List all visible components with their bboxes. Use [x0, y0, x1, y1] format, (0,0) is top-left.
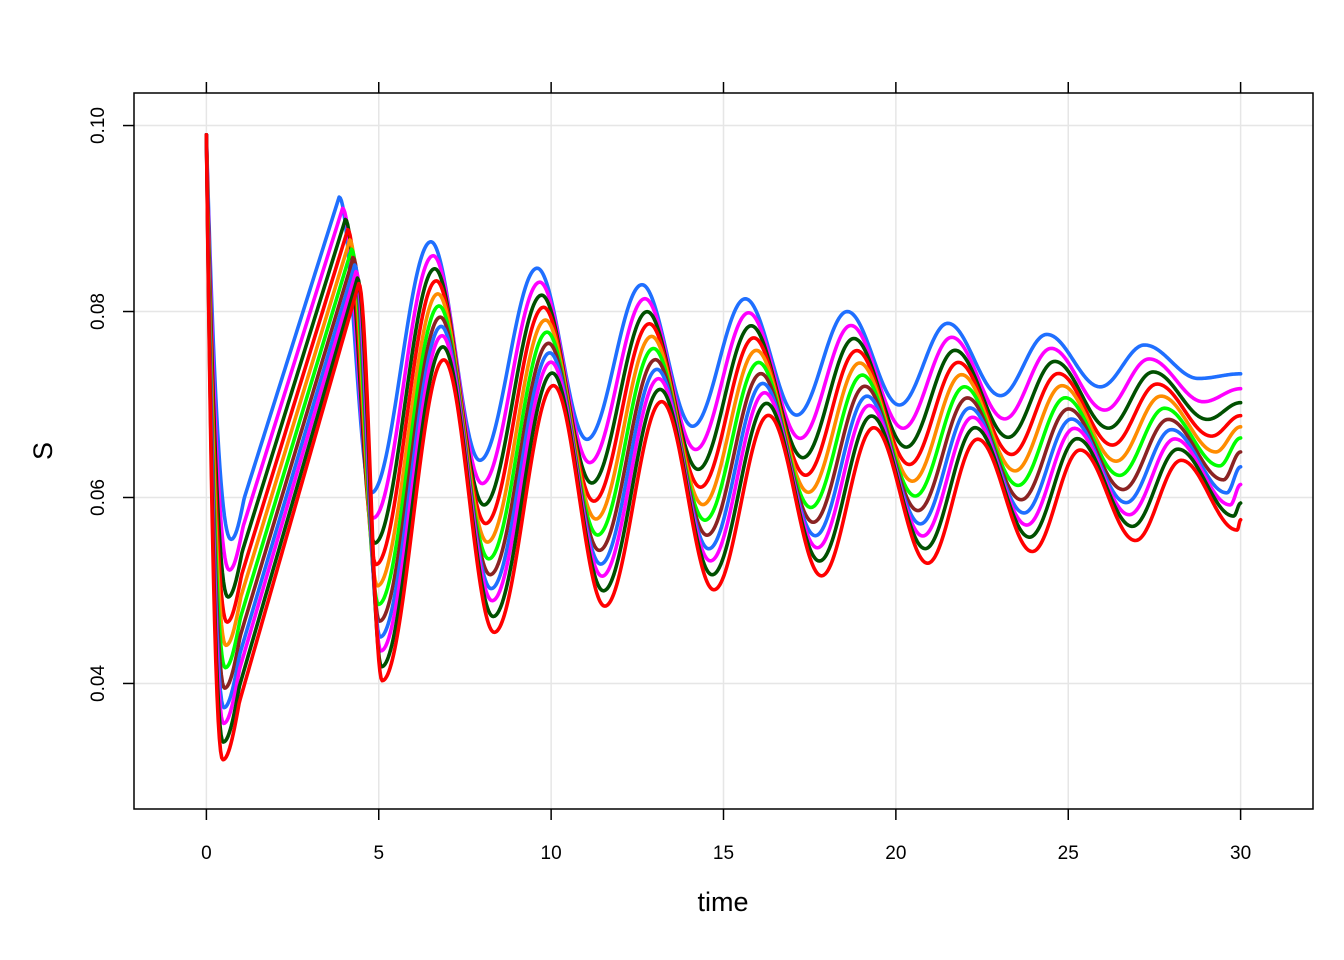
- y-tick-label-2: 0.08: [88, 293, 109, 330]
- y-axis-title: S: [28, 442, 58, 460]
- x-tick-label-5: 25: [1058, 843, 1079, 864]
- series-line-4: [204, 133, 1243, 624]
- series-line-6: [204, 133, 1243, 670]
- grid: [134, 93, 1313, 809]
- ticks: 0 5 10 15 20 25 30 0.04 0.06 0.08 0.10: [88, 82, 1251, 864]
- series-layer: [204, 133, 1243, 762]
- x-tick-label-3: 15: [713, 843, 734, 864]
- series-line-1: [204, 133, 1243, 542]
- y-tick-label-1: 0.06: [88, 479, 109, 516]
- x-tick-label-1: 5: [373, 843, 384, 864]
- x-axis-title: time: [697, 887, 748, 917]
- x-tick-label-2: 10: [541, 843, 562, 864]
- x-tick-label-0: 0: [201, 843, 212, 864]
- series-line-2: [204, 133, 1243, 572]
- y-tick-label-0: 0.04: [88, 665, 109, 702]
- series-line-5: [204, 133, 1243, 648]
- series-line-11: [204, 133, 1243, 762]
- x-tick-label-6: 30: [1230, 843, 1251, 864]
- x-tick-label-4: 20: [885, 843, 906, 864]
- series-line-3: [204, 133, 1243, 599]
- y-tick-label-3: 0.10: [88, 107, 109, 144]
